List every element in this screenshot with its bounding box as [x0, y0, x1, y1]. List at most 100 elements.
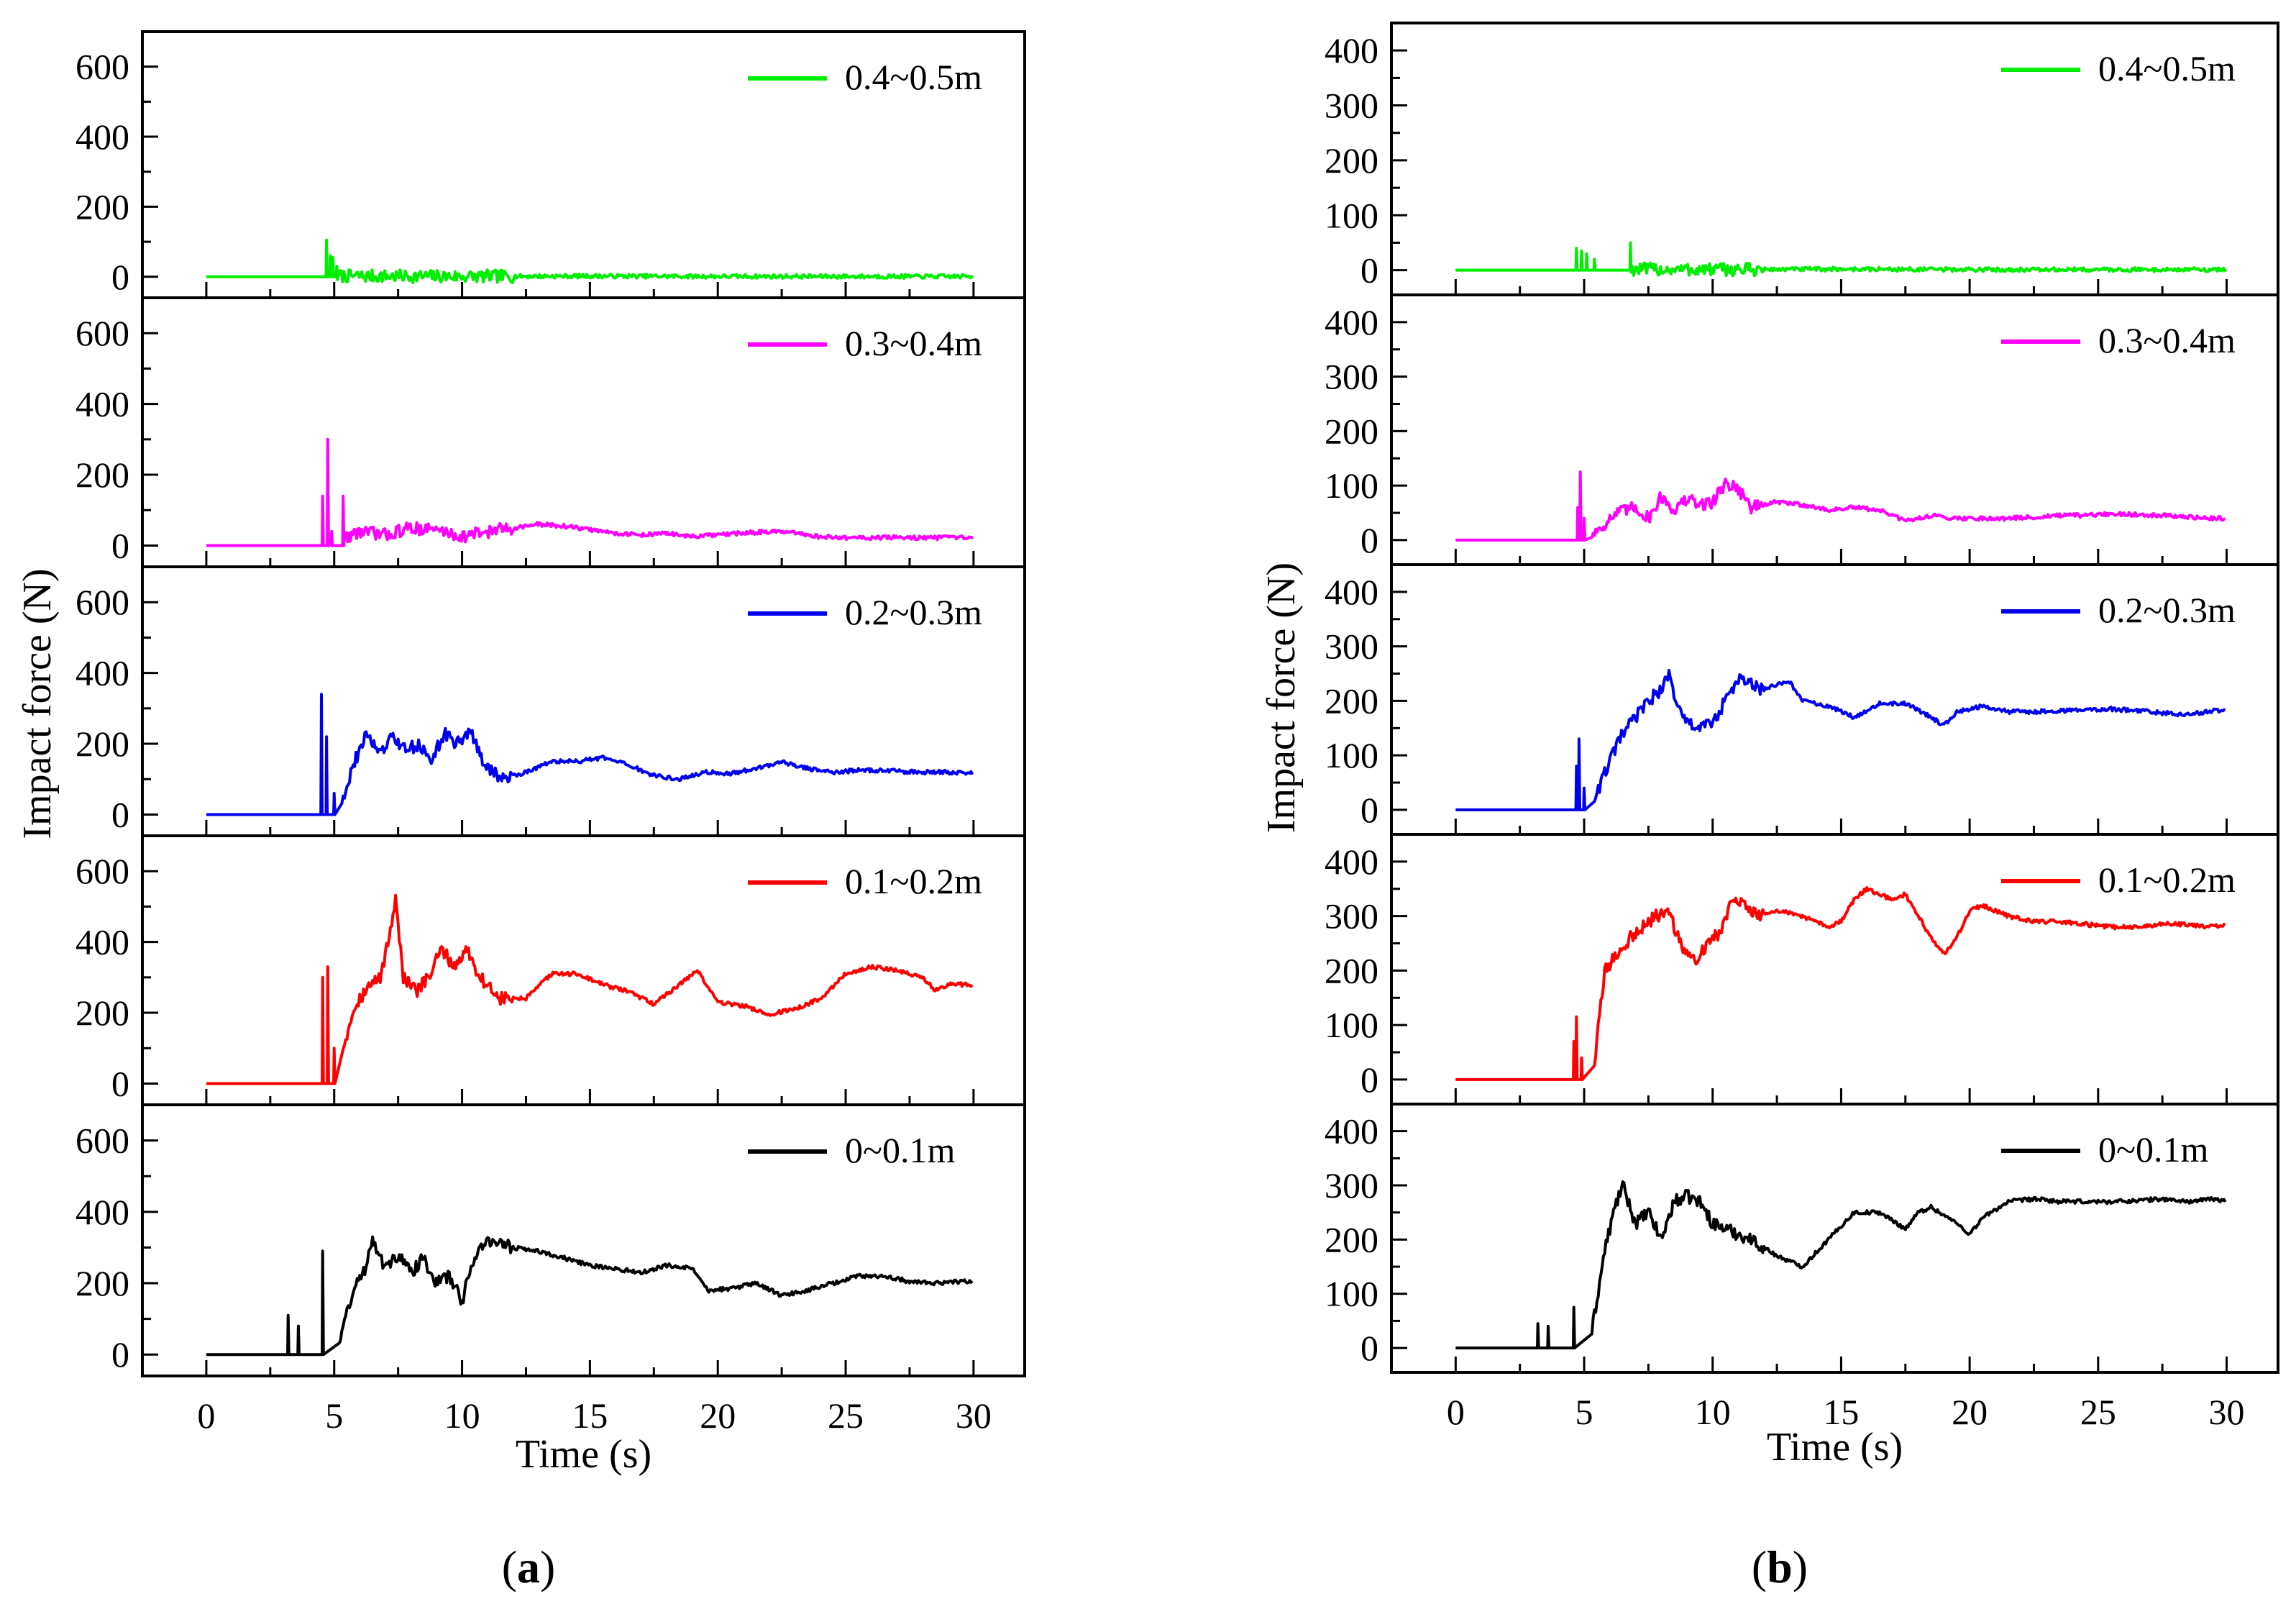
x-tick-label: 10 — [444, 1395, 480, 1436]
y-tick-label: 600 — [76, 582, 129, 622]
series-line-0102 — [1455, 886, 2226, 1081]
x-axis-title: Time (s) — [516, 1432, 651, 1477]
y-tick-label: 400 — [1325, 1111, 1378, 1152]
y-tick-label: 0 — [111, 1063, 129, 1103]
caption: (b) — [1752, 1541, 1808, 1592]
series-line-0304 — [1455, 470, 2226, 542]
y-tick-label: 300 — [1325, 86, 1378, 126]
y-tick-label: 100 — [1325, 195, 1378, 235]
x-axis-title: Time (s) — [1767, 1425, 1903, 1469]
panel-0102: 0 200 400 600 0.1~0.2m — [76, 834, 1026, 1106]
legend-label: 0.1~0.2m — [845, 861, 982, 901]
panel-0304: 0 200 400 600 0.3~0.4m — [76, 296, 1026, 568]
panel-0405: 0 100 200 300 400 0.4~0.5m — [1325, 22, 2279, 296]
panel-0203: 0 100 200 300 400 0.2~0.3m — [1325, 563, 2279, 836]
series-line-0102 — [206, 893, 974, 1085]
series-line-0203 — [206, 693, 974, 816]
y-tick-label: 0 — [1360, 250, 1378, 291]
y-tick-label: 300 — [1325, 1165, 1378, 1205]
panel-frame — [141, 1103, 1026, 1377]
x-tick-label: 30 — [956, 1395, 992, 1436]
x-tick-label: 10 — [1695, 1392, 1731, 1432]
y-tick-label: 200 — [76, 1263, 129, 1303]
y-tick-label: 200 — [76, 186, 129, 227]
panel-0405: 0 200 400 600 0.4~0.5m — [76, 30, 1026, 299]
y-tick-label: 0 — [111, 794, 129, 834]
legend-label: 0.1~0.2m — [2098, 860, 2236, 900]
y-tick-label: 0 — [1360, 1328, 1378, 1368]
y-tick-label: 300 — [1325, 626, 1378, 667]
x-tick-label: 20 — [1952, 1392, 1988, 1432]
x-tick-label: 5 — [1575, 1392, 1593, 1432]
legend-label: 0~0.1m — [2098, 1129, 2209, 1170]
x-tick-label: 25 — [828, 1395, 864, 1436]
panel-001: 0 200 400 600 0~0.1m — [76, 1103, 1026, 1377]
series-line-0405 — [1455, 241, 2228, 278]
legend-label: 0.2~0.3m — [2098, 590, 2236, 630]
y-tick-label: 0 — [111, 525, 129, 565]
panel-frame — [1390, 1103, 2279, 1374]
y-axis-title: Impact force (N) — [15, 568, 60, 839]
caption: (a) — [502, 1541, 556, 1592]
y-tick-label: 300 — [1325, 357, 1378, 397]
x-tick-label: 0 — [197, 1395, 215, 1436]
y-tick-label: 0 — [1360, 1059, 1378, 1100]
y-tick-label: 100 — [1325, 1005, 1378, 1045]
panel-001: 0 100 200 300 400 0~0.1m — [1325, 1103, 2279, 1374]
y-tick-label: 400 — [76, 653, 129, 693]
y-axis-title: Impact force (N) — [1259, 562, 1304, 833]
y-tick-label: 0 — [1360, 790, 1378, 830]
legend-label: 0.4~0.5m — [845, 57, 982, 97]
y-tick-label: 200 — [76, 455, 129, 495]
y-tick-label: 600 — [76, 313, 129, 353]
y-tick-label: 400 — [76, 117, 129, 157]
y-tick-label: 600 — [76, 47, 129, 87]
legend-label: 0.2~0.3m — [845, 592, 982, 632]
x-tick-label: 20 — [700, 1395, 736, 1436]
y-tick-label: 400 — [1325, 302, 1378, 342]
y-tick-label: 200 — [1325, 680, 1378, 721]
y-tick-label: 200 — [76, 993, 129, 1033]
legend-label: 0~0.1m — [845, 1130, 956, 1170]
series-line-0405 — [206, 238, 974, 284]
series-line-0304 — [206, 437, 974, 547]
legend-label: 0.3~0.4m — [845, 323, 982, 363]
y-tick-label: 100 — [1325, 735, 1378, 775]
y-tick-label: 600 — [76, 1121, 129, 1161]
series-line-0203 — [1455, 668, 2226, 811]
y-tick-label: 600 — [76, 851, 129, 891]
y-tick-label: 0 — [111, 257, 129, 297]
y-tick-label: 400 — [76, 1192, 129, 1232]
x-tick-label: 30 — [2209, 1392, 2245, 1432]
x-tick-label: 15 — [1823, 1392, 1859, 1432]
y-tick-label: 400 — [76, 922, 129, 962]
y-tick-label: 100 — [1325, 465, 1378, 506]
y-tick-label: 0 — [1360, 520, 1378, 560]
panel-0203: 0 200 400 600 0.2~0.3m — [76, 565, 1026, 837]
y-tick-label: 400 — [1325, 30, 1378, 70]
y-tick-label: 200 — [1325, 1219, 1378, 1259]
y-tick-label: 400 — [76, 384, 129, 424]
series-line-001 — [206, 1235, 974, 1357]
y-tick-label: 200 — [1325, 411, 1378, 451]
y-tick-label: 100 — [1325, 1274, 1378, 1314]
legend-label: 0.3~0.4m — [2098, 320, 2236, 360]
y-tick-label: 400 — [1325, 842, 1378, 882]
x-tick-label: 0 — [1447, 1392, 1465, 1432]
x-tick-label: 15 — [572, 1395, 608, 1436]
y-tick-label: 200 — [1325, 950, 1378, 990]
y-tick-label: 200 — [1325, 140, 1378, 181]
panel-0304: 0 100 200 300 400 0.3~0.4m — [1325, 293, 2279, 566]
legend-label: 0.4~0.5m — [2098, 48, 2236, 88]
series-line-001 — [1455, 1180, 2227, 1350]
y-tick-label: 400 — [1325, 572, 1378, 612]
y-tick-label: 0 — [111, 1334, 129, 1375]
x-tick-label: 5 — [325, 1395, 343, 1436]
x-tick-label: 25 — [2080, 1392, 2116, 1432]
y-tick-label: 200 — [76, 724, 129, 764]
y-tick-label: 300 — [1325, 896, 1378, 936]
panel-0102: 0 100 200 300 400 0.1~0.2m — [1325, 833, 2279, 1106]
